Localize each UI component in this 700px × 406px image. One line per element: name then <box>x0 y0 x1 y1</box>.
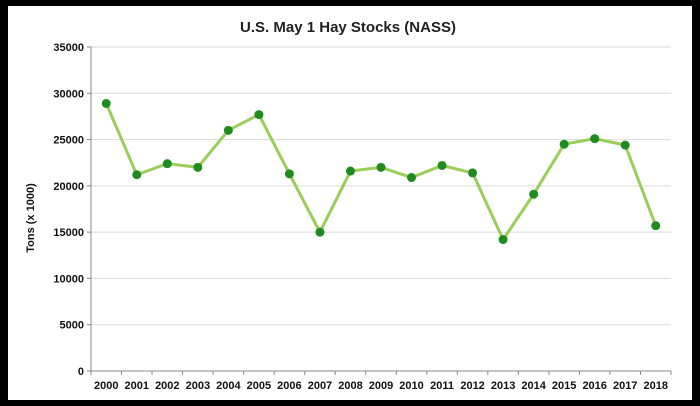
x-tick-label: 2007 <box>308 380 332 392</box>
y-tick-label: 35000 <box>53 42 84 54</box>
data-point-2007 <box>315 227 325 237</box>
y-tick-label: 20000 <box>53 181 84 193</box>
data-point-2011 <box>437 160 447 170</box>
data-point-2006 <box>284 169 294 179</box>
data-point-2005 <box>254 110 264 120</box>
y-tick-label: 30000 <box>53 88 84 100</box>
x-tick-label: 2010 <box>399 380 423 392</box>
data-point-2017 <box>620 140 630 150</box>
y-tick-label: 25000 <box>53 135 84 147</box>
x-tick-label: 2006 <box>277 380 301 392</box>
x-tick-label: 2016 <box>582 380 606 392</box>
data-point-2004 <box>223 125 233 135</box>
x-tick-label: 2013 <box>491 380 515 392</box>
data-point-2016 <box>590 134 600 144</box>
data-point-2013 <box>498 235 508 245</box>
chart-frame: U.S. May 1 Hay Stocks (NASS) Tons (x 100… <box>8 6 692 400</box>
x-tick-label: 2001 <box>125 380 149 392</box>
x-tick-label: 2008 <box>338 380 362 392</box>
x-tick-label: 2012 <box>460 380 484 392</box>
y-tick-label: 10000 <box>53 273 84 285</box>
data-point-2010 <box>407 173 417 183</box>
chart-title: U.S. May 1 Hay Stocks (NASS) <box>240 19 456 36</box>
data-point-2015 <box>559 139 569 149</box>
x-tick-label: 2002 <box>155 380 179 392</box>
data-point-2014 <box>529 189 539 199</box>
x-tick-label: 2017 <box>613 380 637 392</box>
x-tick-label: 2003 <box>186 380 210 392</box>
data-point-2009 <box>376 162 386 172</box>
y-tick-label: 0 <box>78 366 84 378</box>
y-tick-label: 5000 <box>60 320 84 332</box>
x-tick-labels: 2000 2001 2002 2003 2004 2005 2006 2007 2008 2009… <box>94 380 668 392</box>
data-point-2002 <box>162 159 172 169</box>
y-axis-label: Tons (x 1000) <box>25 183 37 253</box>
data-point-2012 <box>468 168 478 178</box>
data-point-2001 <box>132 170 142 180</box>
data-point-2018 <box>651 221 661 231</box>
axes <box>87 46 672 375</box>
data-point-2008 <box>345 166 355 176</box>
x-tick-label: 2015 <box>552 380 576 392</box>
x-tick-label: 2004 <box>216 380 241 392</box>
x-tick-label: 2014 <box>521 380 546 392</box>
x-tick-label: 2018 <box>643 380 667 392</box>
data-point-2003 <box>193 162 203 172</box>
x-tick-label: 2000 <box>94 380 118 392</box>
gridlines <box>91 46 671 326</box>
x-tick-label: 2011 <box>430 380 454 392</box>
line-chart: U.S. May 1 Hay Stocks (NASS) Tons (x 100… <box>25 19 672 392</box>
x-tick-label: 2005 <box>247 380 271 392</box>
x-tick-label: 2009 <box>369 380 393 392</box>
y-tick-labels: 0 5000 10000 15000 20000 25000 30000 35000 <box>53 42 84 378</box>
data-point-2000 <box>101 98 111 108</box>
series-hay-stocks <box>101 98 661 245</box>
y-tick-label: 15000 <box>53 227 84 239</box>
